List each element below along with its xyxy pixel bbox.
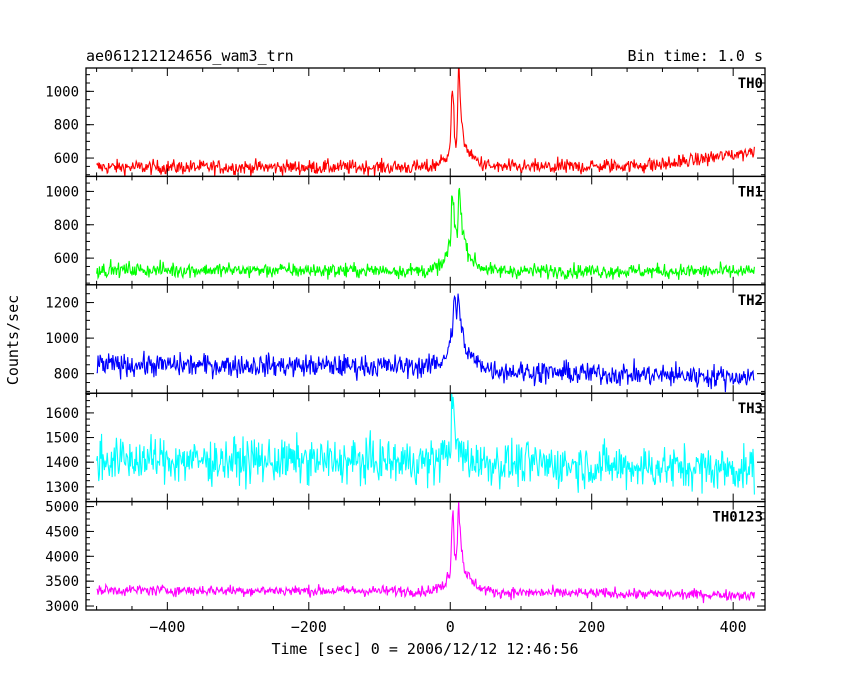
y-tick-label: 800	[54, 218, 79, 234]
y-tick-label: 1600	[45, 406, 79, 422]
panel-th3: 1300 1400 1500 1600 TH3	[45, 392, 766, 503]
y-tick-label: 3000	[45, 599, 79, 615]
series-line-th3	[96, 393, 755, 495]
chart-title-left: ae061212124656_wam3_trn	[86, 47, 294, 65]
panel-label-th0123: TH0123	[712, 510, 763, 526]
series-line-th2	[96, 293, 755, 393]
series-line-th1	[96, 187, 755, 280]
y-tick-label: 5000	[45, 500, 79, 516]
y-tick-label: 1000	[45, 331, 79, 347]
y-tick-label: 4000	[45, 549, 79, 565]
x-tick-label: −400	[149, 618, 185, 636]
y-tick-label: 800	[54, 118, 79, 134]
panel-th0123: 3000 3500 4000 4500 5000 TH0123 −400 −200 0 200 40…	[45, 500, 766, 636]
panel-label-th3: TH3	[738, 401, 763, 417]
x-tick-label: 0	[446, 618, 455, 636]
panel-frame	[85, 284, 766, 394]
y-tick-label: 1500	[45, 431, 79, 447]
panel-label-th2: TH2	[738, 293, 763, 309]
y-tick-label: 4500	[45, 524, 79, 540]
y-tick-label: 1000	[45, 184, 79, 200]
panel-th2: 800 1000 1200 TH2	[45, 284, 766, 394]
y-tick-label: 3500	[45, 574, 79, 590]
y-tick-label: 600	[54, 251, 79, 267]
x-axis-label: Time [sec] 0 = 2006/12/12 12:46:56	[271, 640, 578, 658]
y-tick-label: 1000	[45, 84, 79, 100]
series-line-th0123	[96, 501, 755, 604]
y-tick-label: 1300	[45, 480, 79, 496]
panel-frame	[85, 392, 766, 503]
chart-title-right: Bin time: 1.0 s	[628, 47, 763, 65]
panels-group: 600 800 1000 TH0 600 800 1000 TH1 800 1000 1200 TH2…	[45, 67, 766, 636]
x-tick-label: 400	[720, 618, 747, 636]
panel-label-th1: TH1	[738, 184, 763, 200]
y-tick-label: 800	[54, 367, 79, 383]
y-axis-label: Counts/sec	[4, 295, 22, 385]
x-tick-label: 200	[578, 618, 605, 636]
series-line-th0	[96, 68, 755, 177]
y-tick-label: 1400	[45, 455, 79, 471]
x-tick-label: −200	[291, 618, 327, 636]
y-tick-label: 1200	[45, 296, 79, 312]
panel-th1: 600 800 1000 TH1	[45, 175, 766, 286]
panel-label-th0: TH0	[738, 76, 763, 92]
panel-th0: 600 800 1000 TH0	[45, 67, 766, 178]
y-tick-label: 600	[54, 151, 79, 167]
